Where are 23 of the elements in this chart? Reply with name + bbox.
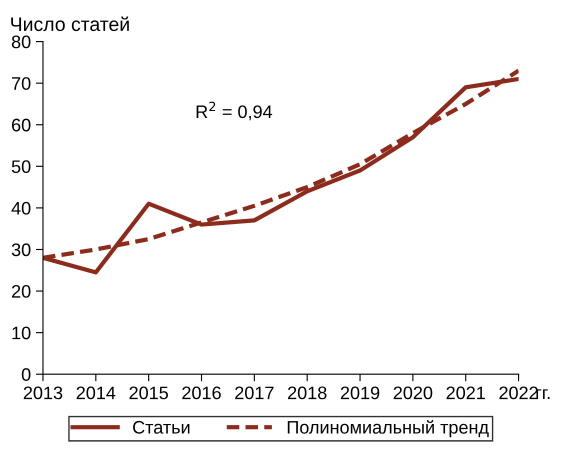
x-tick-label: 2022 bbox=[499, 386, 538, 400]
y-tick-label: 40 bbox=[12, 202, 30, 215]
y-axis-title: Число статей bbox=[11, 16, 129, 32]
x-tick-label: 2021 bbox=[446, 386, 485, 400]
x-tick-label: 2013 bbox=[24, 386, 62, 400]
y-tick-label: 60 bbox=[12, 118, 30, 132]
y-tick-label: 30 bbox=[12, 243, 30, 256]
x-tick-label: 2019 bbox=[340, 386, 380, 400]
x-tick-label: 2015 bbox=[129, 386, 168, 400]
legend-label: Полиномиальный тренд bbox=[288, 420, 489, 438]
y-tick-label: 80 bbox=[12, 36, 30, 48]
y-tick-label: 10 bbox=[12, 326, 30, 340]
y-tick-label: 50 bbox=[12, 160, 30, 174]
x-tick-label: 2017 bbox=[235, 386, 274, 400]
y-tick-label: 20 bbox=[12, 284, 30, 298]
y-tick-label: 0 bbox=[22, 368, 30, 381]
y-tick-label: 70 bbox=[12, 77, 30, 90]
x-tick-label: 2014 bbox=[76, 386, 116, 400]
annotation: R$^{2}$ = 0,94 bbox=[196, 102, 272, 120]
x-tick-label: 2020 bbox=[394, 386, 432, 400]
x-tick-label: 2018 bbox=[288, 386, 326, 400]
x-tick-label: 2016 bbox=[182, 386, 221, 400]
legend-label: Статьи bbox=[133, 420, 190, 434]
